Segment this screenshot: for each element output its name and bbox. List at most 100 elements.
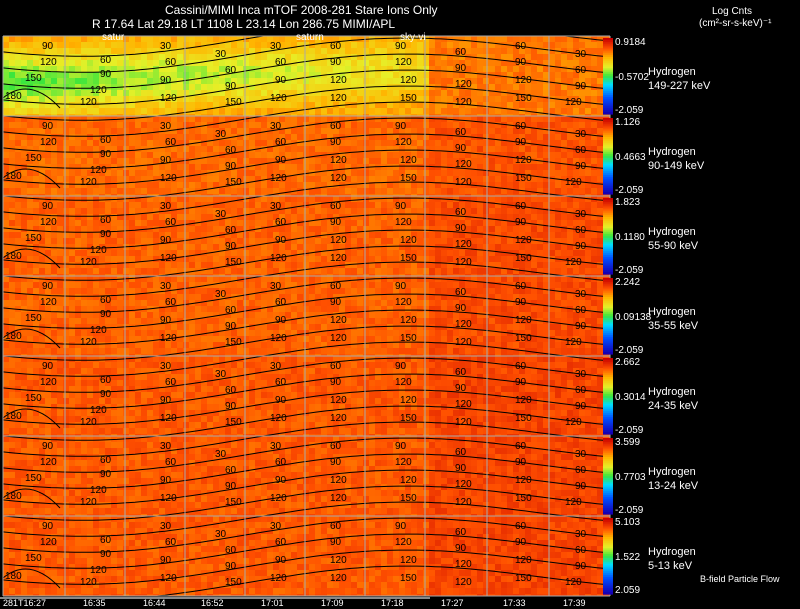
heatmap-cell	[453, 42, 459, 48]
heatmap-cell	[573, 282, 579, 288]
heatmap-cell	[597, 268, 603, 274]
heatmap-cell	[267, 300, 273, 306]
heatmap-cell	[399, 114, 405, 116]
heatmap-cell	[183, 232, 189, 238]
heatmap-cell	[69, 42, 75, 48]
heatmap-cell	[9, 54, 15, 60]
heatmap-cell	[477, 182, 483, 188]
heatmap-cell	[561, 288, 567, 294]
heatmap-cell	[543, 54, 549, 60]
heatmap-cell	[405, 226, 411, 232]
heatmap-cell	[3, 78, 9, 84]
heatmap-cell	[207, 262, 213, 268]
heatmap-cell	[585, 306, 591, 312]
heatmap-cell	[597, 122, 603, 128]
heatmap-cell	[267, 202, 273, 208]
heatmap-cell	[477, 152, 483, 158]
heatmap-cell	[267, 158, 273, 164]
heatmap-cell	[99, 256, 105, 262]
heatmap-cell	[153, 238, 159, 244]
heatmap-cell	[345, 232, 351, 238]
heatmap-cell	[225, 122, 231, 128]
heatmap-cell	[303, 78, 309, 84]
heatmap-cell	[249, 268, 255, 274]
heatmap-cell	[345, 208, 351, 214]
heatmap-cell	[57, 238, 63, 244]
heatmap-cell	[159, 282, 165, 288]
heatmap-cell	[393, 108, 399, 114]
heatmap-cell	[309, 238, 315, 244]
heatmap-cell	[423, 42, 429, 48]
heatmap-cell	[573, 202, 579, 208]
heatmap-cell	[189, 294, 195, 300]
heatmap-cell	[33, 226, 39, 232]
heatmap-cell	[477, 256, 483, 262]
heatmap-cell	[93, 250, 99, 256]
heatmap-cell	[279, 188, 285, 194]
heatmap-cell	[363, 66, 369, 72]
heatmap-cell	[303, 48, 309, 54]
heatmap-cell	[231, 306, 237, 312]
heatmap-cell	[483, 282, 489, 288]
heatmap-cell	[249, 48, 255, 54]
heatmap-cell	[231, 274, 237, 276]
heatmap-cell	[567, 194, 573, 196]
heatmap-cell	[501, 128, 507, 134]
heatmap-cell	[567, 214, 573, 220]
heatmap-cell	[225, 220, 231, 226]
heatmap-cell	[129, 176, 135, 182]
heatmap-cell	[585, 262, 591, 268]
heatmap-cell	[549, 128, 555, 134]
heatmap-cell	[597, 294, 603, 300]
heatmap-cell	[267, 312, 273, 318]
heatmap-cell	[321, 262, 327, 268]
heatmap-cell	[189, 276, 195, 282]
heatmap-cell	[471, 220, 477, 226]
heatmap-cell	[255, 78, 261, 84]
heatmap-cell	[279, 170, 285, 176]
heatmap-cell	[225, 84, 231, 90]
heatmap-cell	[423, 140, 429, 146]
heatmap-cell	[513, 128, 519, 134]
heatmap-cell	[399, 208, 405, 214]
heatmap-cell	[165, 214, 171, 220]
heatmap-cell	[351, 60, 357, 66]
heatmap-cell	[465, 244, 471, 250]
heatmap-cell	[591, 140, 597, 146]
heatmap-cell	[321, 170, 327, 176]
heatmap-cell	[39, 194, 45, 196]
heatmap-cell	[249, 202, 255, 208]
heatmap-cell	[573, 140, 579, 146]
heatmap-cell	[99, 294, 105, 300]
heatmap-cell	[93, 140, 99, 146]
heatmap-cell	[513, 208, 519, 214]
heatmap-cell	[219, 60, 225, 66]
heatmap-cell	[129, 116, 135, 122]
heatmap-cell	[297, 78, 303, 84]
heatmap-cell	[477, 276, 483, 282]
heatmap-cell	[507, 128, 513, 134]
heatmap-cell	[525, 226, 531, 232]
heatmap-cell	[183, 78, 189, 84]
heatmap-cell	[417, 214, 423, 220]
heatmap-cell	[525, 182, 531, 188]
heatmap-cell	[483, 42, 489, 48]
heatmap-cell	[81, 140, 87, 146]
heatmap-cell	[531, 202, 537, 208]
heatmap-cell	[585, 214, 591, 220]
heatmap-cell	[459, 288, 465, 294]
heatmap-cell	[99, 194, 105, 196]
heatmap-cell	[153, 268, 159, 274]
heatmap-cell	[219, 282, 225, 288]
heatmap-cell	[147, 114, 153, 116]
heatmap-cell	[555, 42, 561, 48]
heatmap-cell	[189, 182, 195, 188]
heatmap-cell	[567, 220, 573, 226]
heatmap-cell	[15, 90, 21, 96]
heatmap-cell	[51, 300, 57, 306]
heatmap-cell	[159, 72, 165, 78]
heatmap-cell	[87, 282, 93, 288]
heatmap-cell	[51, 306, 57, 312]
heatmap-cell	[39, 288, 45, 294]
heatmap-cell	[63, 262, 69, 268]
